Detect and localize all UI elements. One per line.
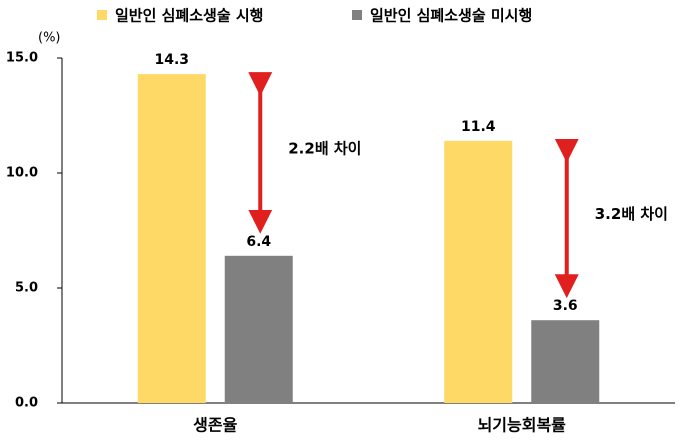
value-label: 11.4 [461, 119, 496, 135]
value-label: 6.4 [246, 234, 271, 250]
y-unit: (%) [38, 31, 61, 46]
y-tick-label: 0.0 [15, 396, 38, 411]
y-tick-label: 15.0 [6, 51, 38, 66]
bar [224, 255, 293, 403]
y-tick-label: 10.0 [6, 166, 38, 181]
legend-label: 일반인 심폐소생술 미시행 [370, 7, 532, 25]
bar [444, 140, 513, 404]
annotation: 3.2배 차이 [595, 205, 668, 223]
value-label: 3.6 [553, 298, 578, 314]
x-tick-label: 생존율 [193, 416, 237, 435]
legend-swatch [352, 10, 362, 20]
bar [531, 320, 600, 403]
y-tick-label: 5.0 [15, 281, 38, 296]
annotation: 2.2배 차이 [288, 139, 361, 157]
x-tick-label: 뇌기능회복률 [478, 416, 567, 435]
value-label: 14.3 [154, 52, 189, 68]
bar [137, 74, 206, 403]
legend-label: 일반인 심폐소생술 시행 [115, 7, 263, 25]
legend-swatch [97, 10, 107, 20]
